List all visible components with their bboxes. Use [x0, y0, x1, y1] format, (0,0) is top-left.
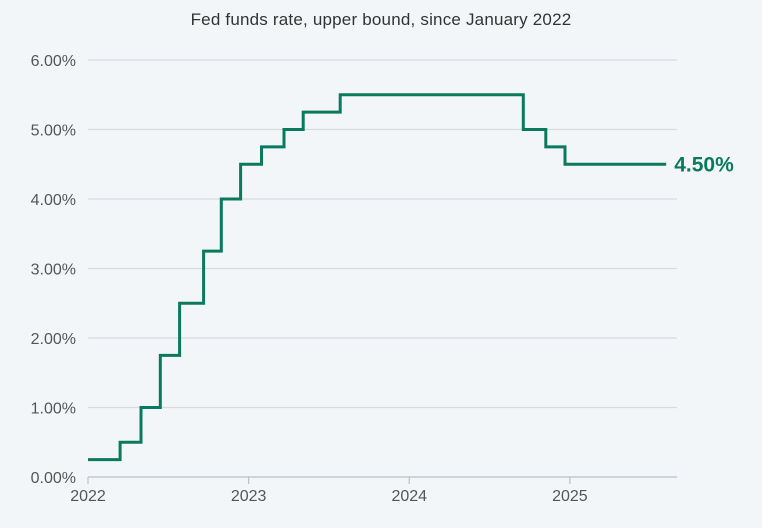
x-tick-label: 2022 — [70, 488, 106, 505]
y-tick-label: 6.00% — [31, 53, 76, 70]
series-line — [88, 93, 667, 462]
y-tick-label: 0.00% — [31, 470, 76, 487]
x-tick-label: 2024 — [391, 488, 427, 505]
y-tick-label: 1.00% — [31, 401, 76, 418]
y-tick-label: 2.00% — [31, 331, 76, 348]
x-tick-label: 2025 — [552, 488, 588, 505]
y-tick-label: 4.00% — [31, 192, 76, 209]
end-value-label: 4.50% — [674, 153, 734, 176]
chart-title: Fed funds rate, upper bound, since Janua… — [190, 10, 572, 29]
x-tick-label: 2023 — [231, 488, 267, 505]
y-tick-label: 5.00% — [31, 123, 76, 140]
y-tick-label: 3.00% — [31, 262, 76, 279]
